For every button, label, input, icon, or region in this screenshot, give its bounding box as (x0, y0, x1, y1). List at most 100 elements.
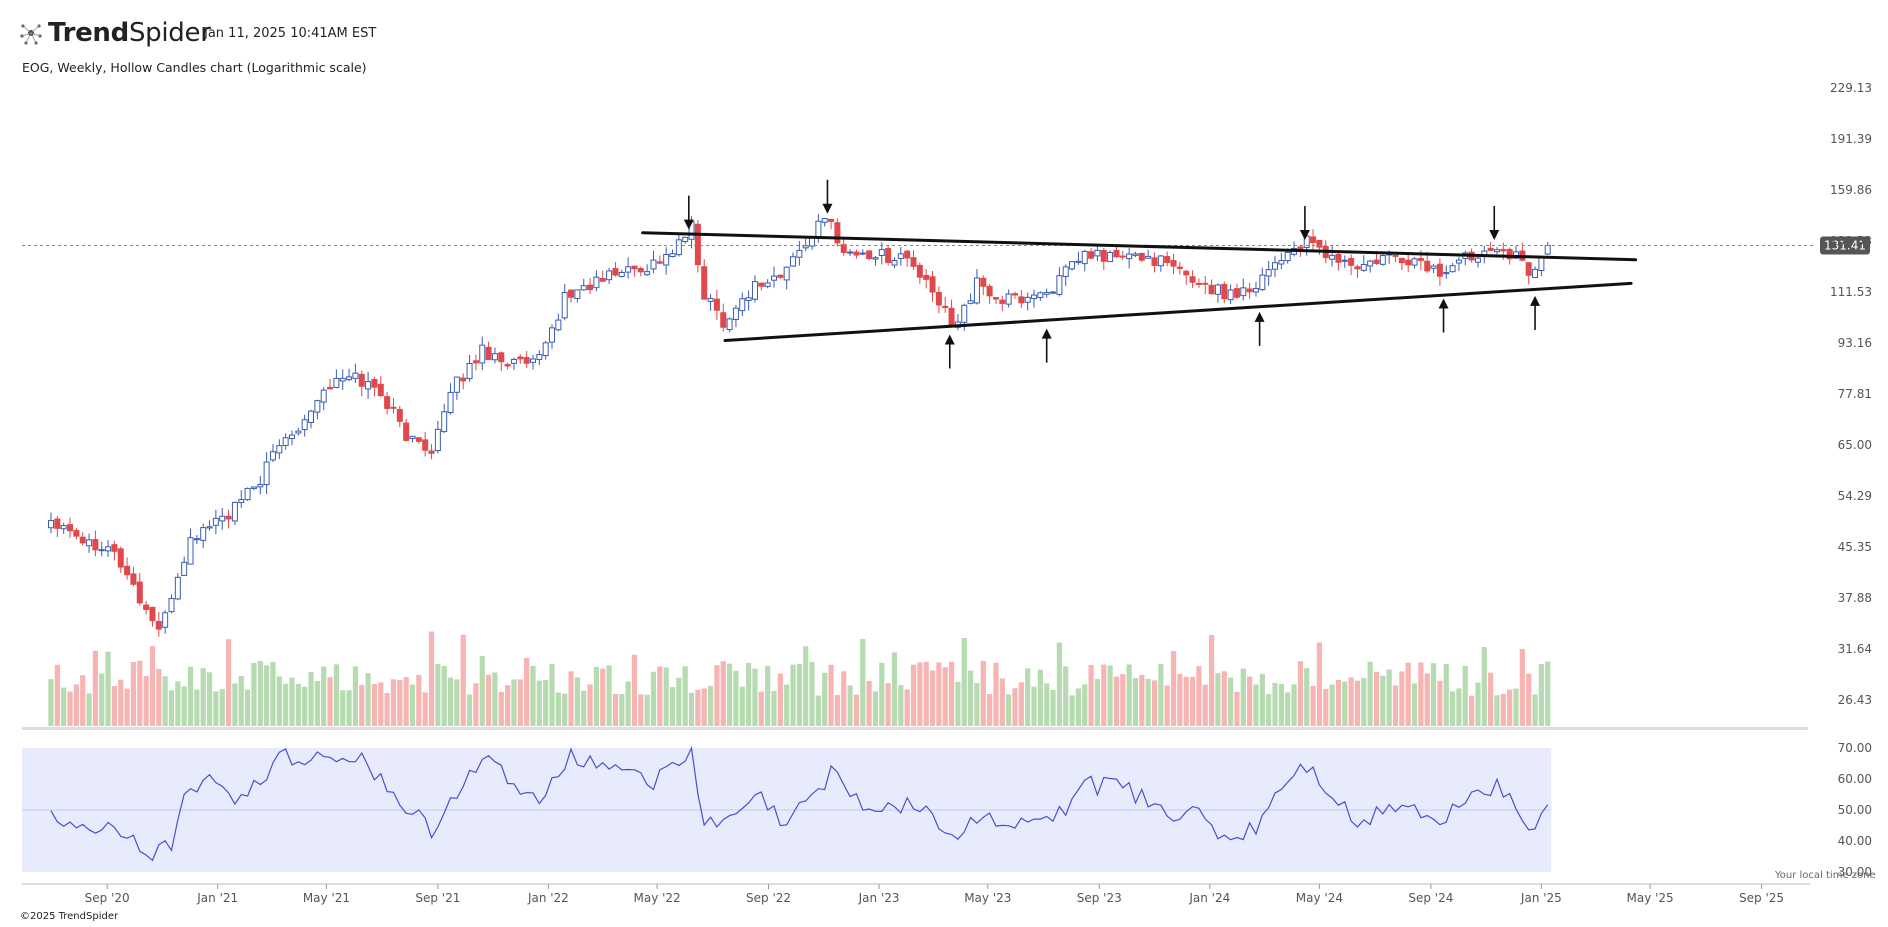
candle (663, 247, 670, 275)
candle-body (1233, 288, 1240, 298)
candle-body (1075, 260, 1082, 263)
candle-body (244, 487, 251, 501)
candle-body (847, 251, 854, 254)
volume-bar (796, 664, 802, 726)
volume-bar (1151, 680, 1158, 726)
candle-body (644, 271, 651, 276)
volume-bar (1044, 683, 1050, 726)
candle-body (47, 520, 54, 529)
candle-body (1214, 284, 1221, 295)
volume-bar (1240, 668, 1246, 726)
candle (1018, 290, 1025, 309)
candle (124, 557, 131, 580)
volume-bar (1228, 677, 1234, 726)
candle (656, 255, 663, 265)
candle (333, 369, 340, 389)
candle-body (238, 499, 245, 504)
candle-body (168, 598, 175, 613)
candle-body (1538, 256, 1545, 272)
candle (1430, 263, 1437, 274)
candle-body (1227, 289, 1234, 301)
candle-body (301, 419, 308, 431)
candle (308, 409, 315, 429)
volume-bar (1513, 688, 1519, 726)
volume-bar (803, 646, 809, 726)
volume-bar (543, 680, 549, 726)
volume-bar (739, 686, 745, 726)
volume-bar (853, 694, 860, 726)
volume-bar (225, 639, 232, 726)
candle (1538, 256, 1545, 277)
volume-bar (1488, 672, 1494, 726)
volume-bar (1189, 676, 1196, 726)
rsi-tick-label: 70.00 (1838, 741, 1872, 755)
candle-body (1430, 265, 1437, 269)
candle (1164, 251, 1171, 267)
candle (644, 264, 651, 276)
candle-body (948, 307, 955, 327)
trendspider-logo[interactable]: TrendSpider (18, 18, 211, 48)
candle-body (587, 284, 594, 291)
candle-body (1183, 270, 1190, 276)
candle-body (593, 276, 600, 289)
volume-bar (238, 675, 244, 726)
candle-body (143, 604, 150, 610)
volume-bar (365, 673, 371, 726)
candle-body (1157, 255, 1164, 267)
arrow-head (822, 203, 833, 214)
candle (923, 268, 930, 289)
candle (675, 233, 682, 257)
candle-body (339, 377, 346, 382)
candle (910, 250, 917, 271)
candle (587, 278, 594, 294)
volume-bar (688, 692, 695, 726)
candle-body (1145, 255, 1152, 259)
volume-bar (961, 638, 967, 726)
volume-bar (999, 678, 1005, 726)
volume-bar (67, 691, 73, 726)
candle-body (942, 305, 949, 309)
volume-bar (479, 656, 485, 726)
candle (1265, 260, 1272, 286)
volume-bar (948, 661, 955, 726)
candle-body (1335, 253, 1342, 263)
volume-bar (987, 694, 993, 726)
candle (130, 566, 137, 587)
candle-body (815, 220, 822, 238)
candle (504, 362, 511, 370)
volume-bar (1107, 665, 1113, 726)
candle (1208, 279, 1215, 295)
volume-bar (790, 664, 796, 726)
candle-body (377, 383, 384, 397)
volume-bar (1443, 663, 1449, 726)
candle (257, 475, 264, 495)
candle (1176, 261, 1183, 275)
candle-body (796, 249, 803, 258)
arrow-up-icon (944, 334, 955, 369)
volume-bar (1500, 693, 1506, 726)
candle-body (986, 285, 993, 297)
timezone-note[interactable]: Your local time zone (1775, 870, 1876, 881)
arrow-head (1254, 311, 1265, 322)
volume-bar (1056, 642, 1062, 726)
candle (828, 218, 835, 230)
candle (992, 297, 999, 304)
volume-bar (194, 689, 200, 726)
candle-body (568, 289, 575, 298)
volume-bar (80, 675, 86, 726)
candle (162, 610, 169, 634)
volume-bar (1405, 662, 1411, 726)
volume-bar (1082, 684, 1088, 726)
candle (491, 347, 498, 364)
volume-bar (638, 694, 644, 726)
arrow-head (1489, 230, 1500, 241)
candle-body (682, 236, 689, 243)
candle-body (1202, 282, 1209, 285)
volume-bar (295, 683, 301, 726)
candle (415, 437, 422, 444)
volume-bar (923, 661, 929, 726)
volume-bar (143, 676, 149, 726)
candle-body (1532, 268, 1539, 278)
price-tick-label: 26.43 (1838, 693, 1872, 707)
